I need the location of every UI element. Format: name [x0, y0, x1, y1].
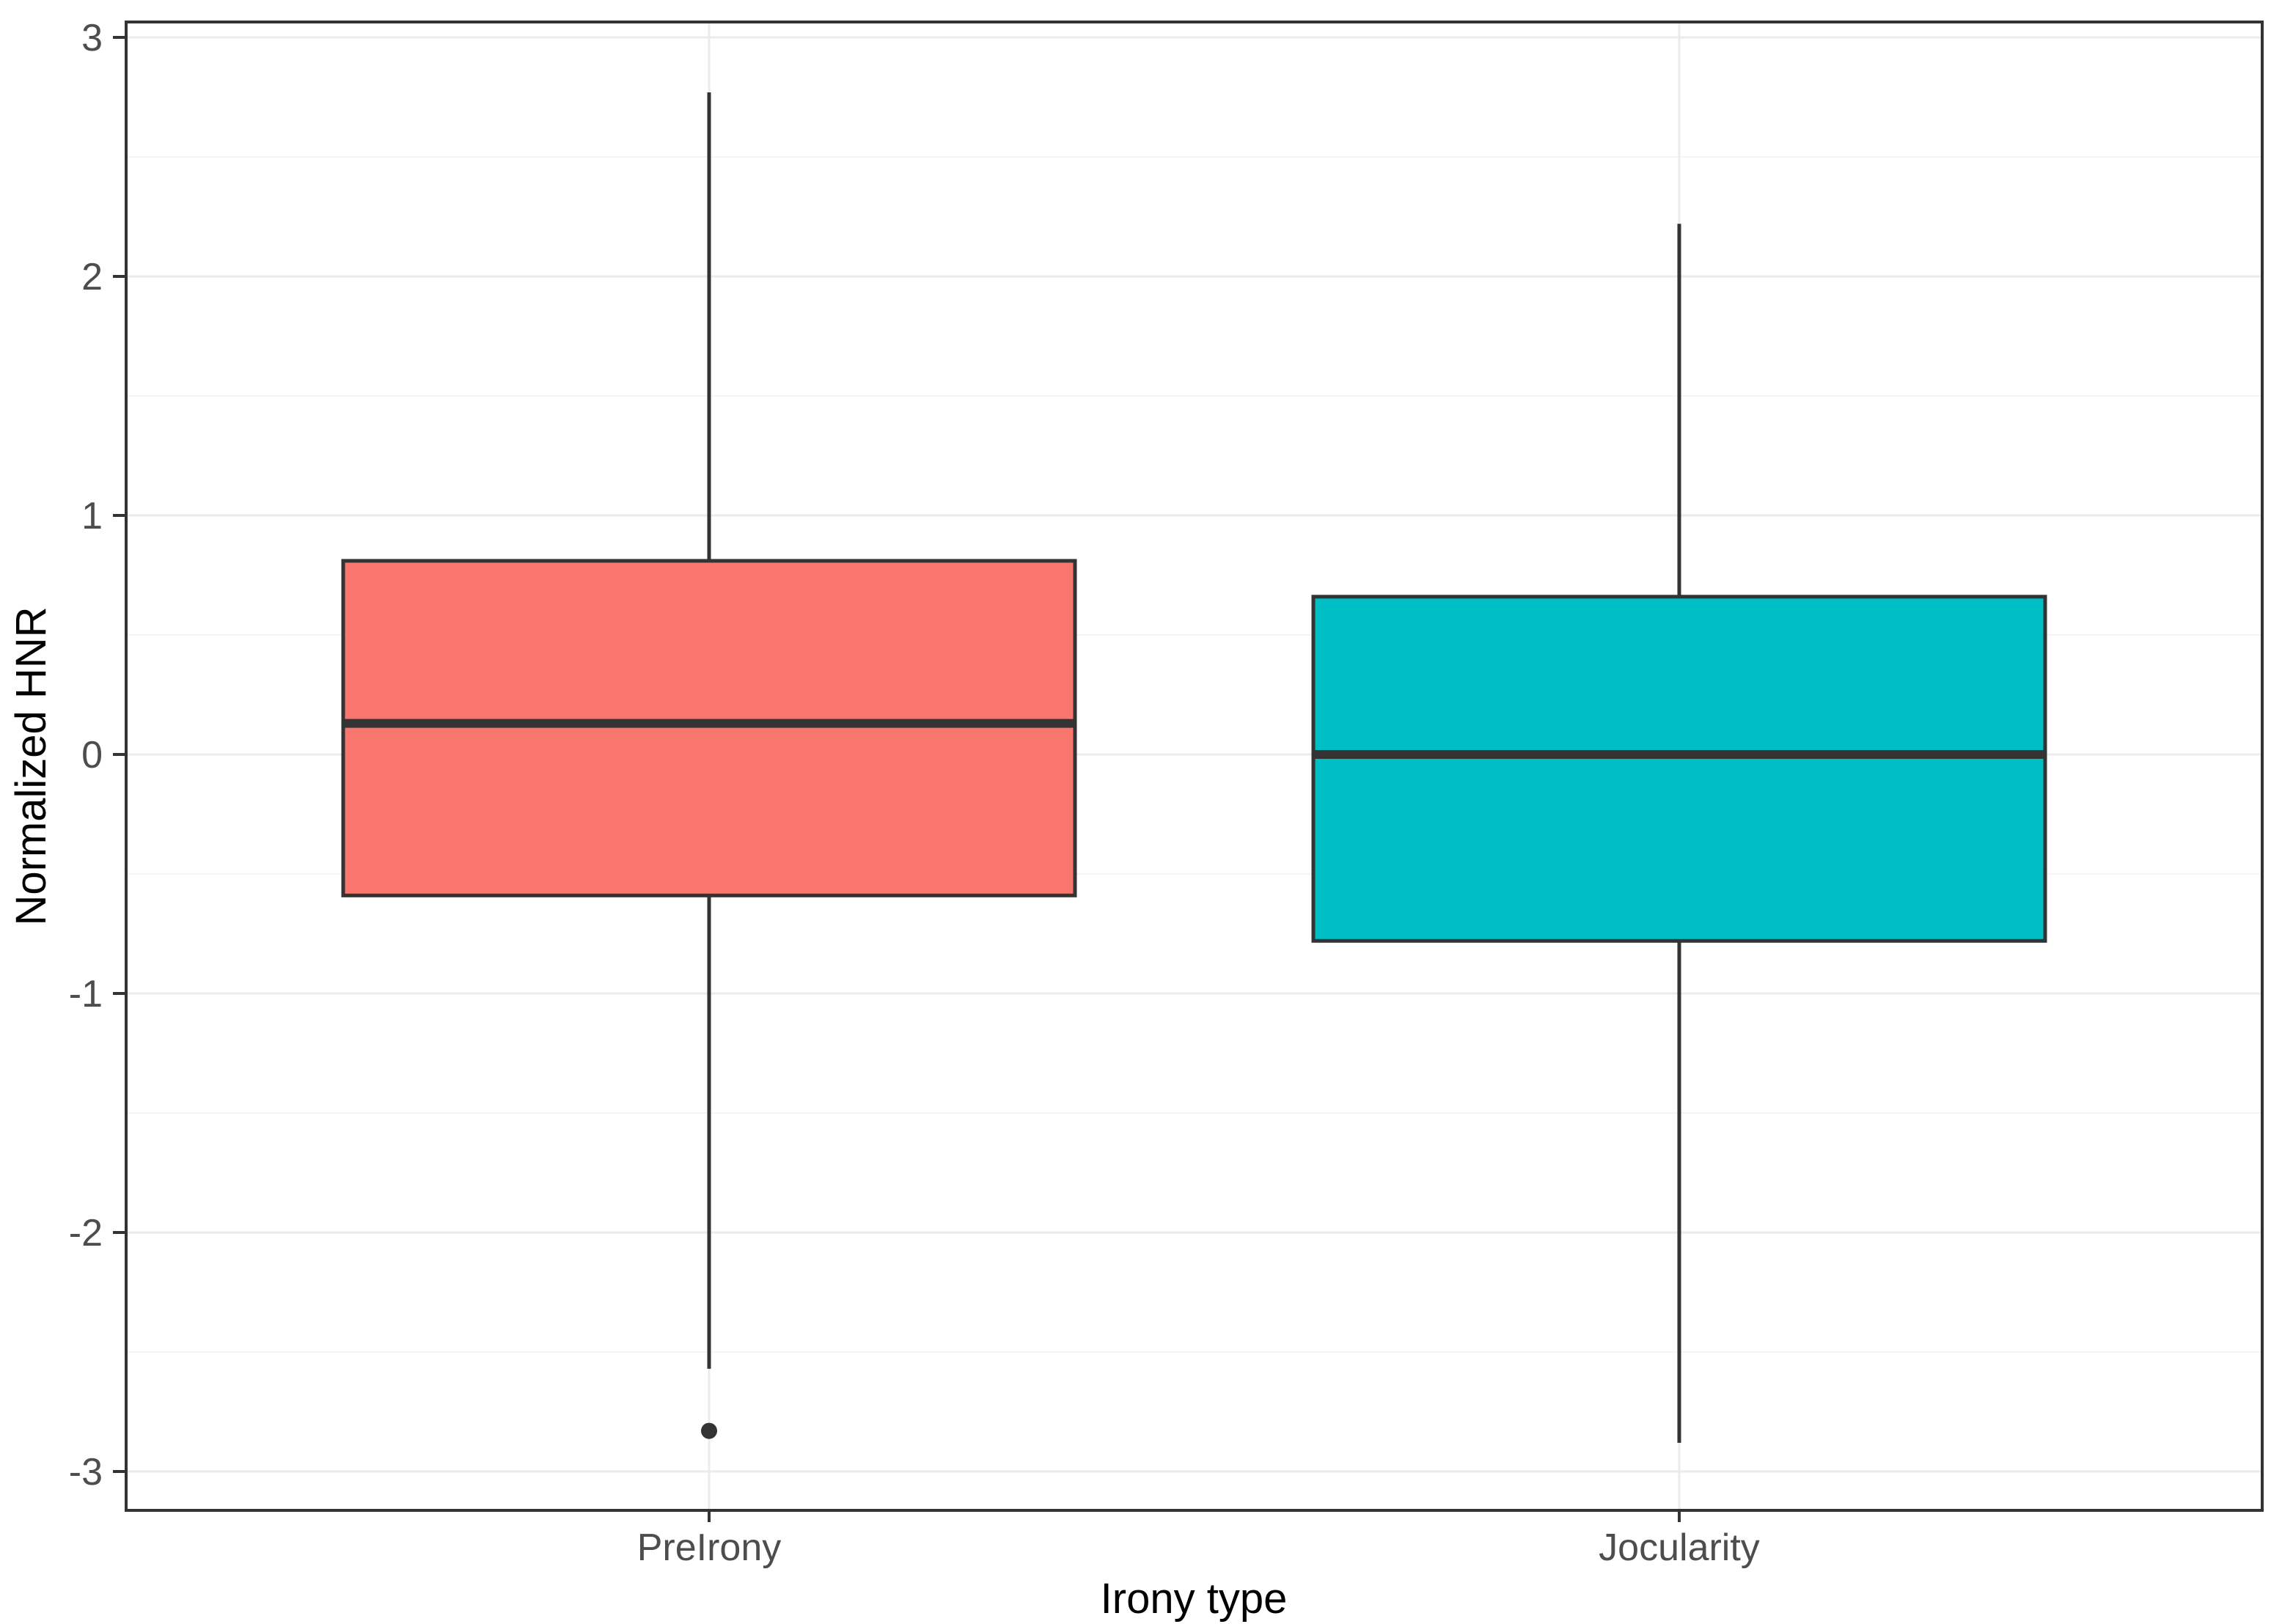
y-tick-label: -1: [69, 973, 103, 1015]
y-tick-label: -3: [69, 1451, 103, 1493]
box-preirony: [341, 559, 1077, 897]
y-tick-label: 1: [81, 495, 103, 537]
panel-border-layer: [125, 21, 2264, 1512]
y-tick-label: 0: [81, 734, 103, 776]
x-category-label: PreIrony: [637, 1526, 782, 1569]
panel-border: [125, 21, 2264, 1512]
y-axis-title: Normalized HNR: [7, 606, 55, 925]
y-tick-label: 3: [81, 17, 103, 59]
outlier-point-preirony: [701, 1422, 717, 1439]
axis-tick-layer: [113, 36, 1681, 1522]
x-category-label: Jocularity: [1599, 1526, 1760, 1569]
axis-label-layer: 3 2 1 0 -1 -2 -3 PreIrony Jocularity Iro…: [7, 17, 1760, 1623]
box-jocularity: [1311, 595, 2047, 943]
y-tick-label: 2: [81, 256, 103, 298]
y-tick-label: -2: [69, 1212, 103, 1254]
x-axis-title: Irony type: [1101, 1575, 1288, 1623]
box-data-layer: [341, 92, 2047, 1443]
